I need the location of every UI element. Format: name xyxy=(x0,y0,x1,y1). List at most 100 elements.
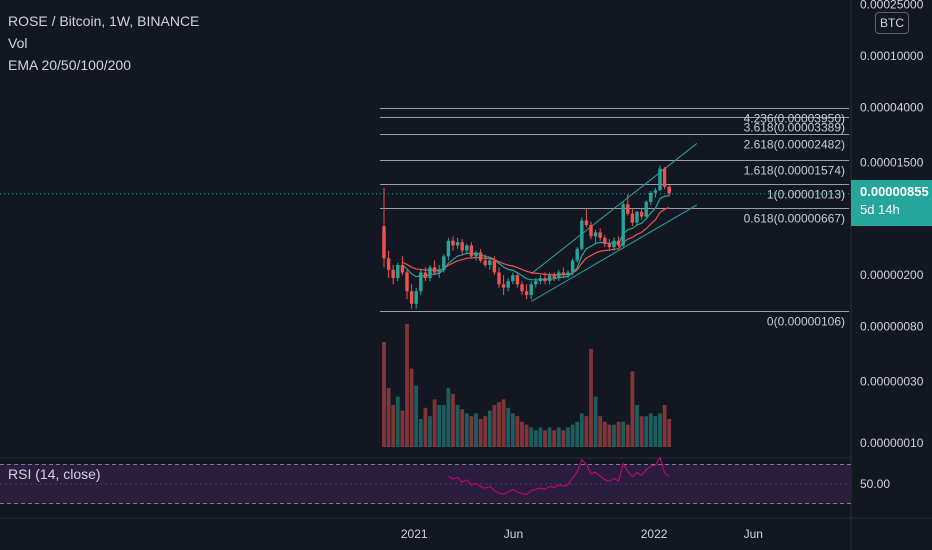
candle-body-55 xyxy=(635,211,639,223)
volume-bar-24 xyxy=(492,405,497,447)
candle-body-31 xyxy=(524,291,529,296)
price-tick-5: 0.00000200 xyxy=(860,268,924,282)
candle-body-51 xyxy=(616,240,621,246)
candle-body-0 xyxy=(382,226,386,259)
candle-body-43 xyxy=(580,220,584,249)
bar-countdown: 5d 14h xyxy=(860,202,900,217)
symbol-title[interactable]: ROSE / Bitcoin, 1W, BINANCE xyxy=(8,13,200,29)
candle-body-14 xyxy=(446,240,451,257)
volume-bar-3 xyxy=(395,396,400,447)
fibonacci-extension[interactable]: 4.236(0.00003950)3.618(0.00003389) 2.618(… xyxy=(380,108,849,329)
volume-bar-29 xyxy=(515,416,520,447)
candle-body-23 xyxy=(488,260,492,265)
volume-bar-35 xyxy=(543,430,547,447)
candle-body-25 xyxy=(497,272,501,285)
candle-body-39 xyxy=(561,272,566,276)
candle-body-62 xyxy=(667,186,671,194)
volume-bar-60 xyxy=(658,413,662,447)
candle-body-59 xyxy=(653,190,658,193)
fib-level-label-5: 0.618(0.00000667) xyxy=(744,212,845,226)
volume-bar-22 xyxy=(483,416,488,447)
candle-body-41 xyxy=(570,260,575,273)
candle-body-35 xyxy=(543,278,547,282)
fib-level-label-0: 4.236(0.00003950) xyxy=(744,112,845,126)
volume-bar-55 xyxy=(635,405,639,447)
rsi-tick-50: 50.00 xyxy=(860,477,890,491)
candle-body-29 xyxy=(515,275,520,285)
volume-bar-27 xyxy=(506,407,511,447)
ema-indicator-label[interactable]: EMA 20/50/100/200 xyxy=(8,57,131,73)
candle-body-46 xyxy=(593,232,598,237)
volume-bar-44 xyxy=(584,416,589,447)
volume-bar-32 xyxy=(529,427,534,447)
candle-body-9 xyxy=(423,272,428,279)
candle-body-53 xyxy=(626,204,630,214)
candle-body-3 xyxy=(396,264,400,279)
volume-indicator-label[interactable]: Vol xyxy=(8,35,28,51)
candle-body-18 xyxy=(465,245,469,251)
candle-body-19 xyxy=(469,245,474,257)
candle-body-50 xyxy=(612,240,616,248)
volume-bar-10 xyxy=(428,416,432,447)
candle-body-52 xyxy=(621,204,625,246)
volume-bar-34 xyxy=(538,427,543,447)
candle-body-24 xyxy=(492,260,497,273)
candle-body-17 xyxy=(460,242,464,251)
candle-body-60 xyxy=(658,168,662,191)
volume-bar-2 xyxy=(391,405,396,447)
fib-level-label-4: 1(0.00001013) xyxy=(767,188,845,202)
time-axis[interactable]: 2021 Jun 2022 Jun xyxy=(401,527,763,541)
volume-bar-57 xyxy=(644,416,649,447)
volume-bar-23 xyxy=(487,410,492,447)
rsi-indicator-label[interactable]: RSI (14, close) xyxy=(8,466,101,482)
price-tick-7: 0.00000030 xyxy=(860,374,924,388)
price-tick-8: 0.00000010 xyxy=(860,436,924,450)
time-tick-1: Jun xyxy=(504,527,523,541)
candle-body-56 xyxy=(639,211,644,217)
volume-bar-61 xyxy=(662,405,667,447)
volume-bar-50 xyxy=(612,424,616,447)
candle-body-38 xyxy=(557,272,561,279)
volume-bar-17 xyxy=(460,409,465,447)
candle-body-28 xyxy=(511,275,515,282)
channel-lower-line xyxy=(530,204,698,302)
candle-body-21 xyxy=(478,252,483,261)
volume-bar-43 xyxy=(579,413,584,447)
candle-body-8 xyxy=(419,272,423,292)
volume-bar-38 xyxy=(556,427,561,447)
volume-bar-40 xyxy=(566,427,570,447)
volume-bar-12 xyxy=(437,405,442,447)
volume-bar-21 xyxy=(478,419,483,447)
rsi-line xyxy=(448,456,670,496)
volume-bar-41 xyxy=(570,424,575,447)
fib-level-label-1: 3.618(0.00003389) xyxy=(744,121,845,135)
price-axis[interactable]: 0.00025000 0.00010000 0.00004000 0.00001500… xyxy=(860,0,924,491)
time-tick-2: 2022 xyxy=(641,527,668,541)
rsi-pane xyxy=(0,456,851,504)
candle-body-26 xyxy=(501,284,506,288)
candle-body-7 xyxy=(414,291,418,304)
volume-bar-13 xyxy=(441,405,446,447)
volume-bar-14 xyxy=(446,388,451,447)
candle-body-40 xyxy=(566,272,570,276)
chart-legend: ROSE / Bitcoin, 1W, BINANCE Vol EMA 20/5… xyxy=(8,10,199,76)
candle-body-48 xyxy=(603,237,607,244)
trend-channel[interactable] xyxy=(530,143,698,302)
volume-bar-7 xyxy=(414,385,419,447)
volume-bar-39 xyxy=(561,430,566,447)
volume-bar-1 xyxy=(386,388,391,447)
candle-body-57 xyxy=(644,201,648,217)
price-tick-2: 0.00004000 xyxy=(860,100,924,114)
volume-bar-16 xyxy=(455,405,460,447)
candle-body-54 xyxy=(630,213,635,223)
volume-bar-30 xyxy=(520,421,524,447)
candle-body-2 xyxy=(391,269,395,279)
volume-bar-28 xyxy=(510,413,515,447)
candle-body-61 xyxy=(662,168,667,187)
volume-bar-42 xyxy=(575,421,580,447)
channel-upper-line xyxy=(530,143,698,275)
candle-body-16 xyxy=(455,242,460,246)
currency-badge[interactable]: BTC xyxy=(875,12,909,34)
